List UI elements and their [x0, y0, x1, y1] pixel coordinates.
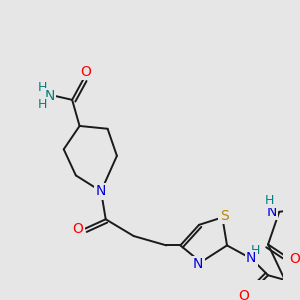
- Text: H: H: [250, 244, 260, 257]
- Text: O: O: [72, 222, 83, 236]
- Text: N: N: [246, 251, 256, 266]
- Text: O: O: [289, 252, 300, 266]
- Text: H: H: [265, 194, 274, 207]
- Text: N: N: [267, 205, 277, 219]
- Text: H: H: [38, 98, 47, 111]
- Text: S: S: [220, 208, 229, 223]
- Text: H: H: [38, 81, 47, 94]
- Text: N: N: [96, 184, 106, 198]
- Text: O: O: [80, 65, 91, 79]
- Text: N: N: [44, 89, 55, 103]
- Text: O: O: [238, 289, 249, 300]
- Text: N: N: [193, 257, 203, 271]
